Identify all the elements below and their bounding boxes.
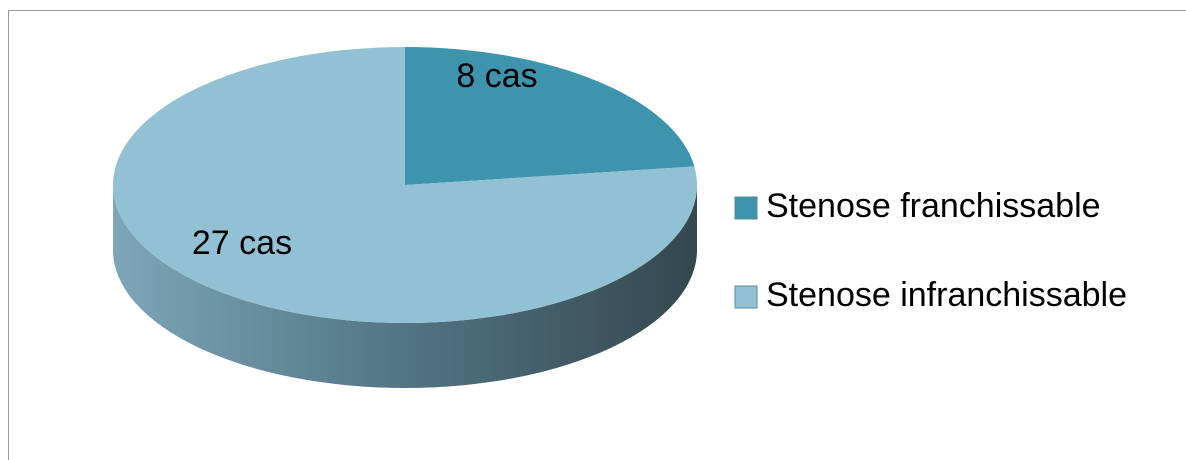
slice	[113, 47, 698, 323]
slice	[405, 47, 695, 185]
legend: Stenose franchissable Stenose infranchiss…	[734, 187, 1127, 314]
data-label: 27 cas	[192, 224, 292, 262]
data-label: 8 cas	[456, 57, 537, 95]
legend-swatch	[734, 285, 758, 309]
legend-swatch	[734, 196, 758, 220]
slice-side	[113, 185, 697, 388]
pie: 8 cas 27 cas	[113, 47, 698, 388]
legend-label: Stenose franchissable	[766, 187, 1101, 225]
legend-label: Stenose infranchissable	[766, 276, 1127, 314]
